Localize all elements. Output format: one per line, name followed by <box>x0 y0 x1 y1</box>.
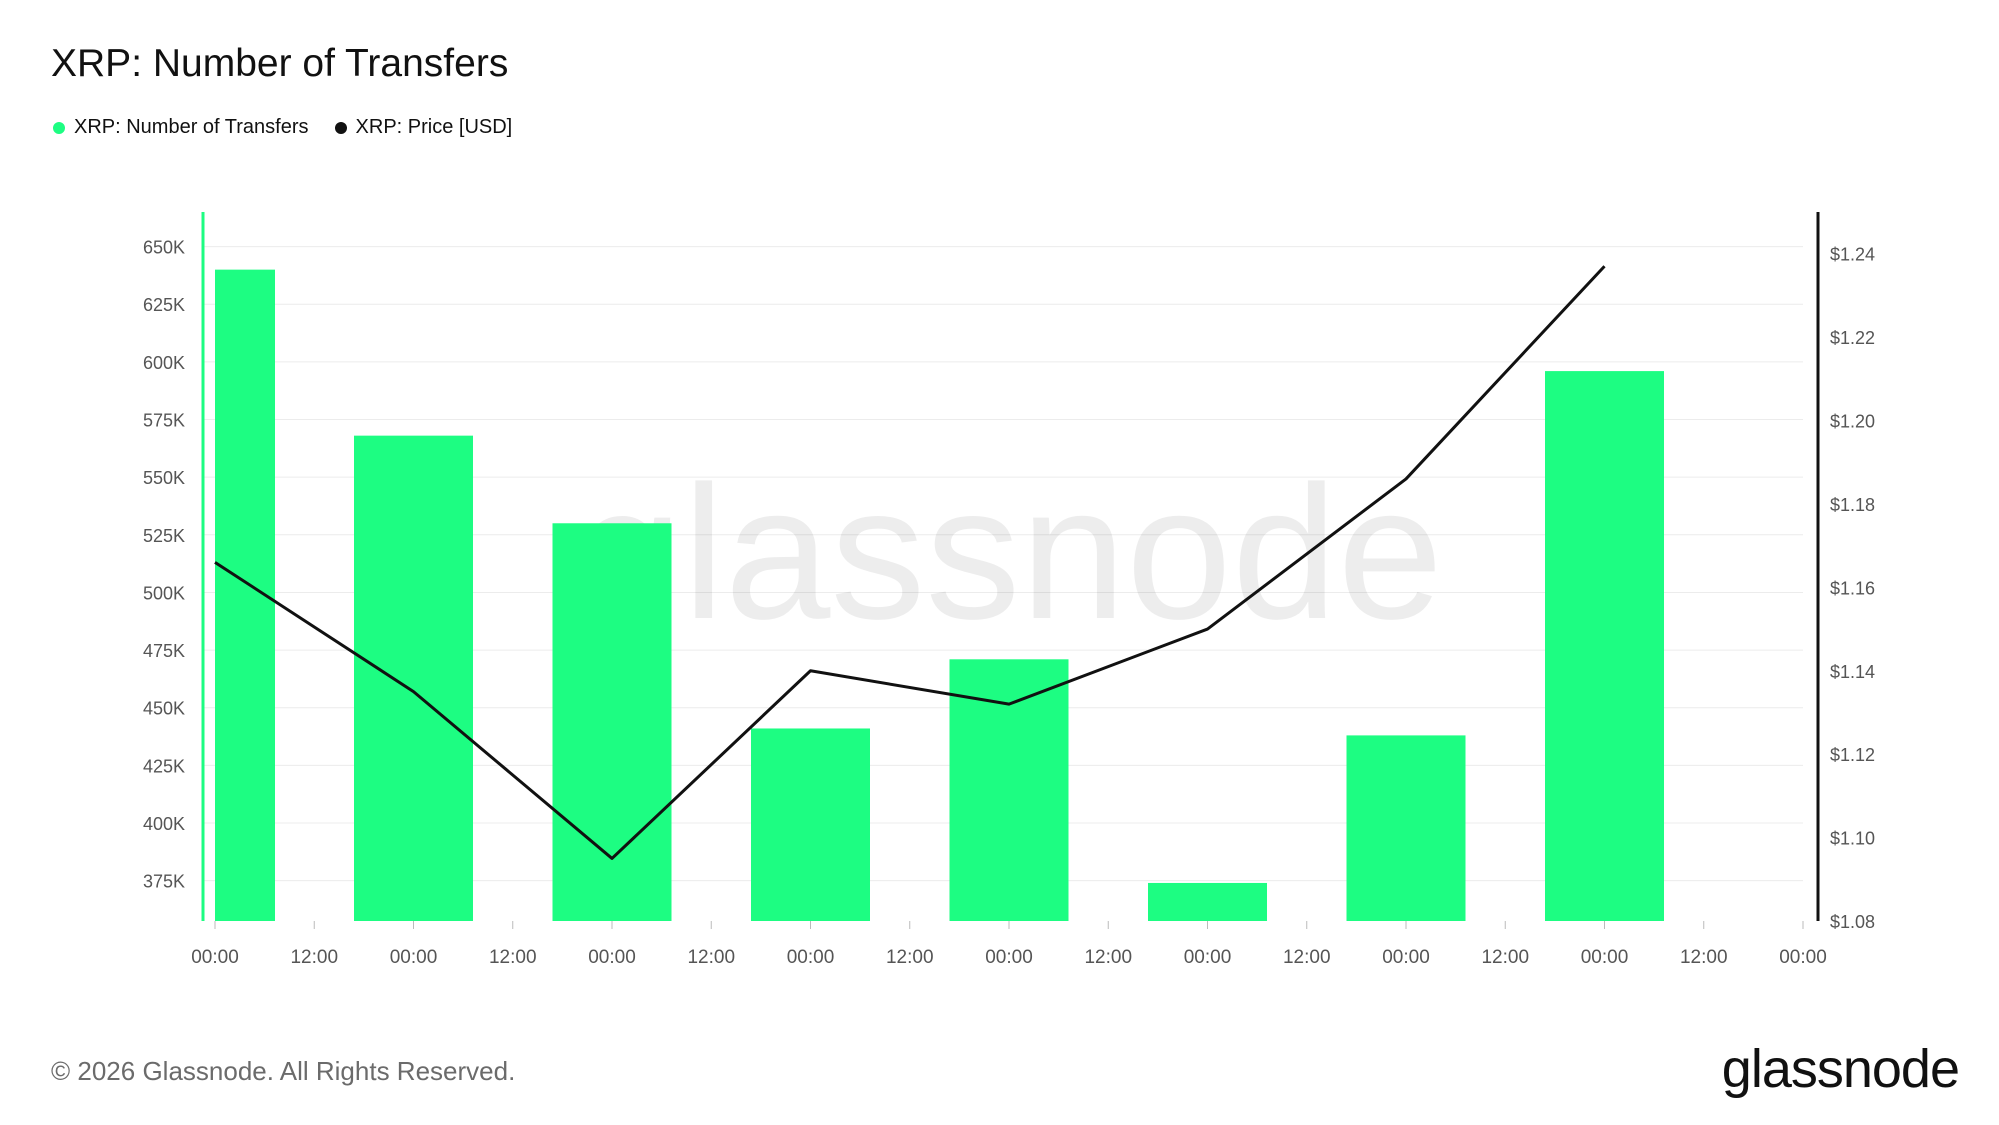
y-left-tick-label: 375K <box>143 872 185 892</box>
x-tick-label: 00:00 <box>1779 947 1827 968</box>
x-tick-label: 12:00 <box>1481 947 1529 968</box>
glassnode-logo[interactable]: glassnode <box>1721 1039 1960 1099</box>
y-left-tick-label: 450K <box>143 699 185 719</box>
y-right-tick-label: $1.14 <box>1830 662 1875 682</box>
y-left-tick-label: 600K <box>143 353 185 373</box>
legend: XRP: Number of Transfers XRP: Price [USD… <box>53 116 538 139</box>
copyright-text: © 2026 Glassnode. All Rights Reserved. <box>51 1056 516 1086</box>
y-right-tick-label: $1.10 <box>1830 829 1875 849</box>
x-tick-label: 00:00 <box>191 947 239 968</box>
y-left-tick-label: 525K <box>143 526 185 546</box>
x-tick-label: 12:00 <box>290 947 338 968</box>
x-tick-label: 12:00 <box>1680 947 1728 968</box>
x-tick-label: 00:00 <box>1382 947 1430 968</box>
y-left-tick-label: 425K <box>143 756 185 776</box>
y-right-tick-label: $1.18 <box>1830 495 1875 515</box>
bar <box>1148 882 1267 921</box>
y-left-tick-label: 475K <box>143 641 185 661</box>
y-right-tick-label: $1.20 <box>1830 412 1875 432</box>
y-left-tick-label: 625K <box>143 295 185 315</box>
x-tick-label: 00:00 <box>1581 947 1629 968</box>
bar <box>1545 371 1664 922</box>
x-tick-label: 00:00 <box>390 947 438 968</box>
x-tick-label: 00:00 <box>1184 947 1232 968</box>
x-tick-label: 12:00 <box>489 947 537 968</box>
x-tick-label: 12:00 <box>1084 947 1132 968</box>
bar <box>552 523 672 921</box>
bar <box>1346 735 1466 921</box>
y-right-tick-label: $1.22 <box>1830 328 1875 348</box>
y-right-tick-label: $1.08 <box>1830 912 1875 932</box>
legend-item-transfers[interactable]: XRP: Number of Transfers <box>53 116 309 139</box>
x-tick-label: 00:00 <box>588 947 636 968</box>
x-tick-label: 12:00 <box>1283 947 1331 968</box>
legend-swatch-price <box>334 121 347 134</box>
price-line <box>214 265 1606 860</box>
x-tick-label: 00:00 <box>985 947 1033 968</box>
legend-swatch-transfers <box>53 121 65 134</box>
bar <box>354 435 473 921</box>
y-left-tick-label: 650K <box>143 238 185 258</box>
x-tick-label: 00:00 <box>787 947 835 968</box>
bar <box>751 728 870 921</box>
y-left-tick-label: 500K <box>143 583 185 603</box>
legend-label-transfers: XRP: Number of Transfers <box>74 116 309 138</box>
y-right-tick-label: $1.24 <box>1830 245 1875 265</box>
y-right-tick-label: $1.12 <box>1830 745 1875 765</box>
watermark: glassnode <box>577 447 1443 659</box>
x-tick-label: 12:00 <box>886 947 934 968</box>
legend-label-price: XRP: Price [USD] <box>355 116 513 138</box>
y-right-tick-label: $1.16 <box>1830 578 1875 598</box>
chart-title: XRP: Number of Transfers <box>51 42 509 85</box>
y-left-tick-label: 575K <box>143 411 185 431</box>
y-left-tick-label: 400K <box>143 814 185 834</box>
y-left-tick-label: 550K <box>143 468 185 488</box>
x-tick-label: 12:00 <box>687 947 735 968</box>
legend-item-price[interactable]: XRP: Price [USD] <box>334 116 513 139</box>
